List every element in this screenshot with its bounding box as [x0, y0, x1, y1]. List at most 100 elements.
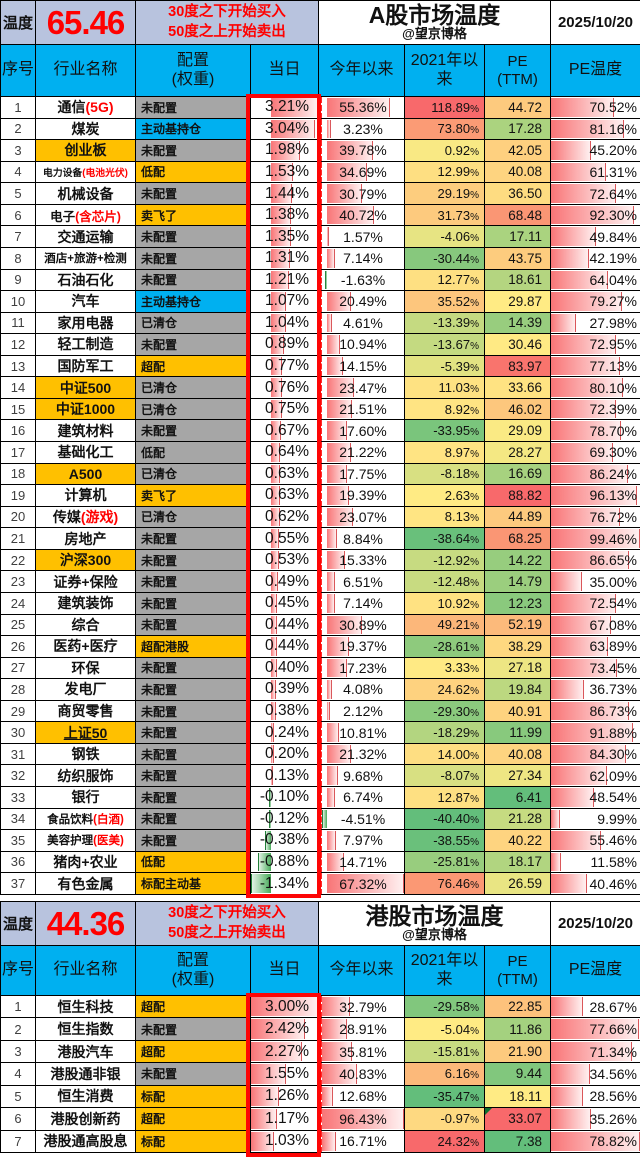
cell-pe[interactable]: 11.99 [485, 722, 551, 744]
cell-pe-temp[interactable]: 61.31% [551, 161, 640, 184]
cell-config[interactable]: 标配主动基 [136, 873, 251, 895]
cell-ytd[interactable]: 19.37% [319, 636, 405, 658]
cell-day-change[interactable]: 1.21% [251, 269, 319, 292]
cell-no[interactable]: 10 [1, 291, 36, 313]
cell-config[interactable]: 未配置 [136, 765, 251, 787]
cell-pe-temp[interactable]: 80.10% [551, 377, 640, 399]
cell-pe-temp[interactable]: 72.95% [551, 334, 640, 356]
cell-config[interactable]: 超配 [136, 355, 251, 378]
cell-pe-temp[interactable]: 40.46% [551, 873, 640, 895]
cell-config[interactable]: 未配置 [136, 97, 251, 119]
cell-pe[interactable]: 52.19 [485, 614, 551, 637]
col-header-6[interactable]: PE (TTM) [485, 946, 551, 996]
cell-pe[interactable]: 27.18 [485, 657, 551, 680]
cell-pe-temp[interactable]: 11.58% [551, 851, 640, 874]
cell-config[interactable]: 未配置 [136, 743, 251, 766]
cell-industry-name[interactable]: 港股汽车 [36, 1040, 136, 1064]
cell-pe[interactable]: 7.38 [485, 1130, 551, 1153]
cell-pe[interactable]: 38.29 [485, 636, 551, 658]
cell-no[interactable]: 2 [1, 118, 36, 141]
cell-since-2021[interactable]: 8.92% [405, 398, 485, 421]
cell-since-2021[interactable]: 12.77% [405, 269, 485, 292]
cell-ytd[interactable]: 39.78% [319, 140, 405, 162]
cell-config[interactable]: 超配 [136, 1108, 251, 1131]
cell-since-2021[interactable]: -12.48% [405, 571, 485, 593]
cell-day-change[interactable]: 3.00% [251, 996, 319, 1019]
cell-industry-name[interactable]: 猪肉+农业 [36, 851, 136, 874]
cell-pe-temp[interactable]: 70.52% [551, 97, 640, 119]
cell-pe-temp[interactable]: 73.45% [551, 657, 640, 680]
cell-pe[interactable]: 14.39 [485, 312, 551, 335]
cell-since-2021[interactable]: -15.81% [405, 1040, 485, 1064]
cell-no[interactable]: 18 [1, 463, 36, 486]
cell-no[interactable]: 27 [1, 657, 36, 680]
cell-ytd[interactable]: 21.22% [319, 442, 405, 464]
cell-ytd[interactable]: 4.61% [319, 312, 405, 335]
cell-pe[interactable]: 33.66 [485, 377, 551, 399]
cell-day-change[interactable]: 1.53% [251, 161, 319, 184]
cell-ytd[interactable]: 6.74% [319, 787, 405, 809]
cell-pe-temp[interactable]: 63.89% [551, 636, 640, 658]
cell-pe[interactable]: 44.89 [485, 506, 551, 529]
cell-since-2021[interactable]: -12.92% [405, 549, 485, 572]
cell-industry-name[interactable]: 煤炭 [36, 118, 136, 141]
cell-pe[interactable]: 26.59 [485, 873, 551, 895]
cell-config[interactable]: 主动基持仓 [136, 118, 251, 141]
cell-pe-temp[interactable]: 49.84% [551, 226, 640, 248]
cell-ytd[interactable]: 30.79% [319, 183, 405, 205]
cell-day-change[interactable]: 1.07% [251, 291, 319, 313]
cell-no[interactable]: 14 [1, 377, 36, 399]
cell-industry-name[interactable]: 港股通非银 [36, 1063, 136, 1086]
cell-pe[interactable]: 18.11 [485, 1085, 551, 1109]
cell-pe[interactable]: 6.41 [485, 787, 551, 809]
cell-ytd[interactable]: 14.71% [319, 851, 405, 874]
cell-no[interactable]: 1 [1, 996, 36, 1019]
cell-pe-temp[interactable]: 99.46% [551, 528, 640, 550]
cell-pe[interactable]: 40.08 [485, 743, 551, 766]
cell-industry-name[interactable]: 银行 [36, 787, 136, 809]
cell-no[interactable]: 28 [1, 679, 36, 701]
col-header-4[interactable]: 今年以来 [319, 946, 405, 996]
cell-since-2021[interactable]: -5.04% [405, 1018, 485, 1041]
cell-pe[interactable]: 14.22 [485, 549, 551, 572]
cell-since-2021[interactable]: 12.99% [405, 161, 485, 184]
cell-pe[interactable]: 18.17 [485, 851, 551, 874]
cell-industry-name[interactable]: 建筑装饰 [36, 592, 136, 615]
cell-industry-name[interactable]: 环保 [36, 657, 136, 680]
cell-no[interactable]: 29 [1, 700, 36, 723]
cell-config[interactable]: 未配置 [136, 722, 251, 744]
cell-industry-name[interactable]: 基础化工 [36, 442, 136, 464]
cell-pe[interactable]: 88.82 [485, 485, 551, 507]
col-header-7[interactable]: PE温度 [551, 946, 640, 996]
cell-no[interactable]: 13 [1, 355, 36, 378]
cell-day-change[interactable]: 3.21% [251, 97, 319, 119]
cell-pe-temp[interactable]: 77.66% [551, 1018, 640, 1041]
cell-config[interactable]: 未配置 [136, 808, 251, 831]
cell-config[interactable]: 未配置 [136, 420, 251, 442]
cell-pe-temp[interactable]: 48.54% [551, 787, 640, 809]
temperature-label[interactable]: 温度 [1, 1, 36, 45]
cell-day-change[interactable]: 1.04% [251, 312, 319, 335]
cell-day-change[interactable]: 0.63% [251, 485, 319, 507]
cell-no[interactable]: 3 [1, 140, 36, 162]
cell-since-2021[interactable]: 24.62% [405, 679, 485, 701]
cell-ytd[interactable]: 32.79% [319, 996, 405, 1019]
cell-pe[interactable]: 29.87 [485, 291, 551, 313]
cell-since-2021[interactable]: 31.73% [405, 204, 485, 227]
cell-no[interactable]: 1 [1, 97, 36, 119]
col-header-1[interactable]: 行业名称 [36, 946, 136, 996]
cell-day-change[interactable]: 0.45% [251, 592, 319, 615]
cell-no[interactable]: 8 [1, 247, 36, 270]
cell-no[interactable]: 5 [1, 1085, 36, 1109]
cell-day-change[interactable]: 0.44% [251, 636, 319, 658]
cell-ytd[interactable]: 2.12% [319, 700, 405, 723]
cell-pe[interactable]: 12.23 [485, 592, 551, 615]
cell-pe-temp[interactable]: 35.00% [551, 571, 640, 593]
cell-industry-name[interactable]: 港股创新药 [36, 1108, 136, 1131]
col-header-4[interactable]: 今年以来 [319, 45, 405, 97]
cell-config[interactable]: 未配置 [136, 1063, 251, 1086]
cell-pe-temp[interactable]: 96.13% [551, 485, 640, 507]
cell-day-change[interactable]: -1.34% [251, 873, 319, 895]
cell-industry-name[interactable]: 电子 (含芯片) [36, 204, 136, 227]
cell-config[interactable]: 未配置 [136, 1018, 251, 1041]
